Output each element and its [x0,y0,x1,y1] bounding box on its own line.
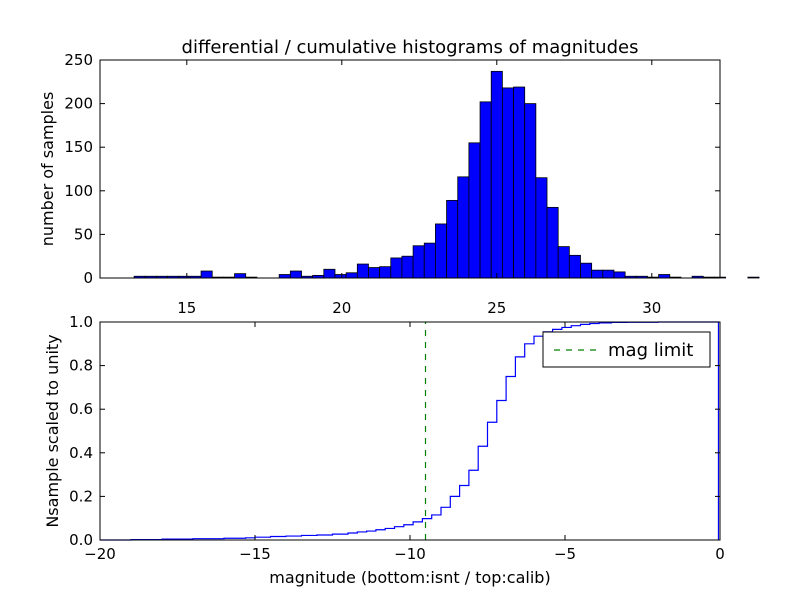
y-tick-label: 150 [64,138,93,156]
histogram-bar [479,101,492,279]
histogram-bar [401,255,414,279]
bottom-axes: 0.0 0.2 0.4 0.6 0.8 1.0 −20 −15 −10 −5 0 Nsample … [43,313,725,587]
bottom-plot-frame [99,321,721,541]
y-tick-label: 0 [83,269,93,287]
histogram-bar [591,269,604,279]
histogram-bar [356,263,369,279]
histogram-bar [390,257,403,279]
x-tick-label: 25 [487,299,506,317]
bottom-x-axis-label: magnitude (bottom:isnt / top:calib) [269,568,550,587]
bottom-x-ticks: −20 −15 −10 −5 0 [84,322,725,563]
histogram-bar [412,245,425,279]
x-tick-label: −5 [554,545,576,563]
x-tick-label: −15 [239,545,271,563]
bottom-y-ticks: 0.0 0.2 0.4 0.6 0.8 1.0 [69,313,720,549]
histogram-bar [323,268,336,279]
histogram-bar [747,276,760,279]
y-tick-label: 0.8 [69,357,93,375]
y-tick-label: 0.4 [69,444,93,462]
top-x-ticks: 15 20 25 30 [177,60,661,317]
top-y-ticks: 0 50 100 150 200 250 [64,51,720,287]
histogram-bar [658,274,671,279]
histogram-bar [379,266,392,279]
y-tick-label: 250 [64,51,93,69]
histogram-bar [289,270,302,279]
histogram-bar [557,246,570,279]
histogram-bar [200,270,213,279]
histogram-bar [446,199,459,279]
x-tick-label: 0 [715,545,725,563]
histogram-bar [345,272,358,279]
histogram-bar [524,103,537,279]
x-tick-label: −20 [84,545,116,563]
y-tick-label: 0.0 [69,531,93,549]
histogram-bar [423,242,436,279]
y-tick-label: 1.0 [69,313,93,331]
y-tick-label: 200 [64,95,93,113]
histogram-bar [546,206,559,279]
y-tick-label: 100 [64,182,93,200]
x-tick-label: 30 [642,299,661,317]
histogram-bar [234,273,247,279]
x-tick-label: 20 [332,299,351,317]
top-bars [133,70,760,279]
histogram-bar [334,274,347,279]
y-tick-label: 0.2 [69,487,93,505]
y-tick-label: 0.6 [69,400,93,418]
histogram-bar [278,274,291,279]
x-tick-label: 15 [177,299,196,317]
top-chart-title: differential / cumulative histograms of … [182,37,639,58]
legend: mag limit [542,331,711,368]
histogram-bar [368,267,381,279]
bottom-lines [100,321,720,541]
histogram-bar [435,223,447,279]
histogram-bar [535,177,548,279]
histogram-bar [468,142,481,279]
histogram-bar [568,254,581,279]
x-tick-label: −10 [394,545,426,563]
top-axes: differential / cumulative histograms of … [38,37,760,317]
histogram-bar [602,269,615,279]
histogram-bar [513,86,526,279]
bottom-y-axis-label: Nsample scaled to unity [43,334,62,527]
histogram-bar [457,176,470,279]
legend-label-mag-limit: mag limit [608,340,693,361]
y-tick-label: 50 [74,225,93,243]
cumulative-step-line [100,321,720,541]
top-y-axis-label: number of samples [38,92,57,247]
top-plot-frame [99,59,721,279]
histogram-bar [490,70,503,279]
histogram-bar [580,262,593,279]
histogram-bar [501,87,514,279]
histogram-bar [613,271,626,279]
